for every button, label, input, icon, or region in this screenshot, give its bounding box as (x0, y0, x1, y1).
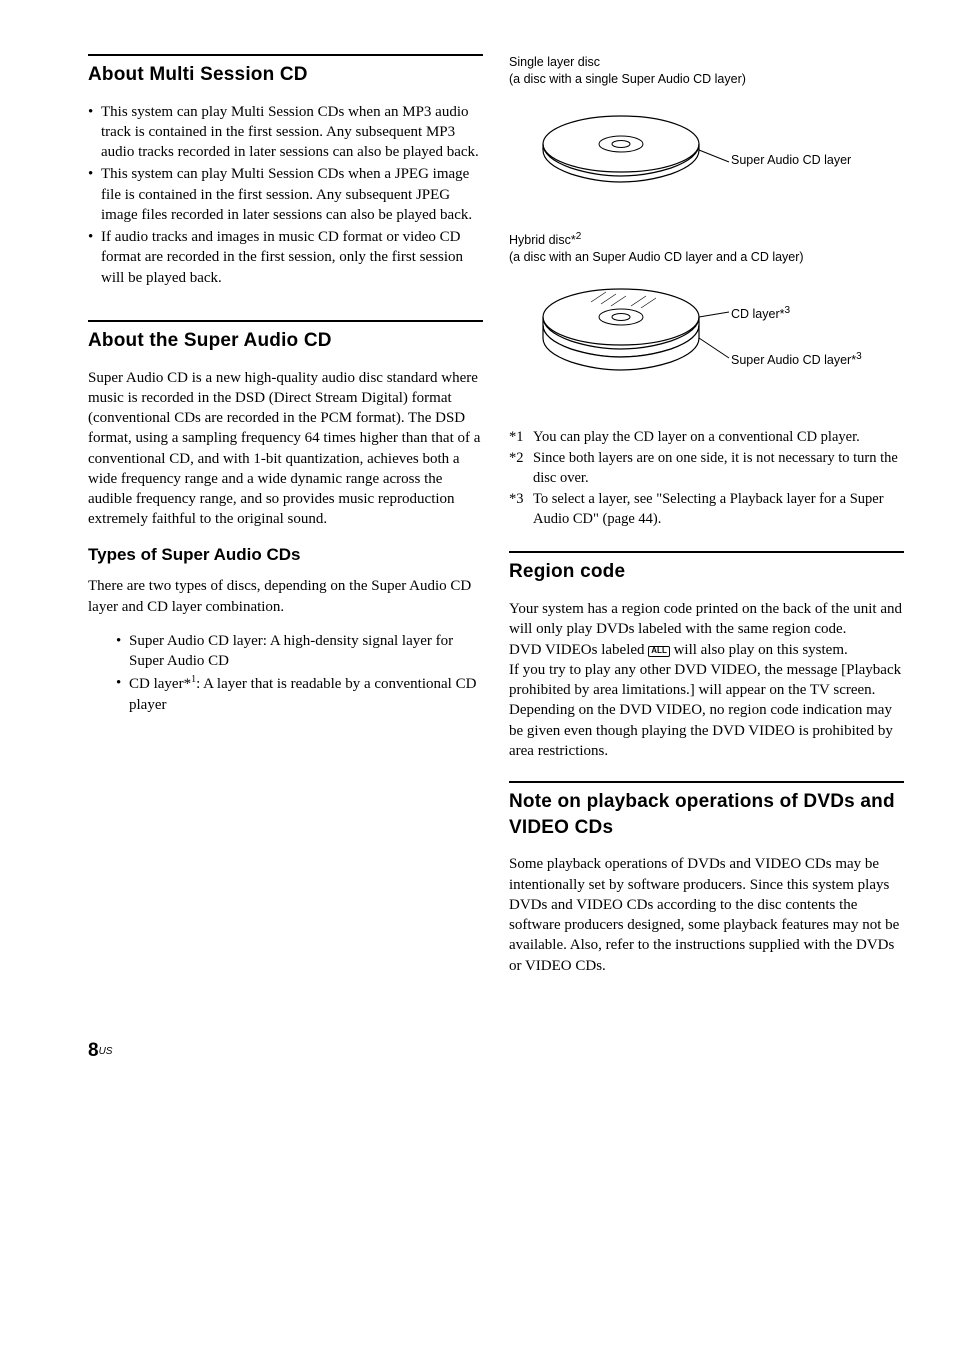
region-code-body: Your system has a region code printed on… (509, 599, 904, 761)
superscript: 3 (856, 351, 862, 362)
page-number-value: 8 (88, 1040, 99, 1061)
page-number: 8US (88, 1038, 904, 1064)
super-audio-body: Super Audio CD is a new high-quality aud… (88, 368, 483, 530)
types-body: There are two types of discs, depending … (88, 576, 483, 617)
text-fragment: CD layer* (731, 307, 785, 321)
heading-super-audio: About the Super Audio CD (88, 328, 483, 354)
hybrid-disc-figure: CD layer*3 Super Audio CD layer*3 (531, 272, 904, 412)
list-text: If audio tracks and images in music CD f… (101, 227, 483, 288)
list-text: This system can play Multi Session CDs w… (101, 102, 483, 163)
footnote: *2Since both layers are on one side, it … (509, 449, 904, 488)
section-rule (88, 320, 483, 322)
caption-line: (a disc with an Super Audio CD layer and… (509, 250, 804, 264)
section-rule (509, 551, 904, 553)
all-region-icon: ALL (648, 646, 670, 657)
superscript: 3 (785, 305, 791, 316)
list-text: Super Audio CD layer: A high-density sig… (129, 631, 483, 672)
section-rule (88, 54, 483, 56)
list-item: Super Audio CD layer: A high-density sig… (116, 631, 483, 672)
text-fragment: CD layer* (129, 676, 191, 692)
footnote-mark: *1 (509, 428, 533, 448)
fig2-caption: Hybrid disc*2 (a disc with an Super Audi… (509, 230, 904, 266)
heading-multi-session: About Multi Session CD (88, 62, 483, 88)
footnote-mark: *3 (509, 490, 533, 529)
list-text: This system can play Multi Session CDs w… (101, 164, 483, 225)
text-fragment: Hybrid disc* (509, 233, 576, 247)
disc-icon (531, 272, 891, 412)
page-number-suffix: US (99, 1046, 113, 1057)
text-fragment: If you try to play any other DVD VIDEO, … (509, 662, 901, 759)
types-list: Super Audio CD layer: A high-density sig… (88, 631, 483, 715)
list-item: CD layer*1: A layer that is readable by … (116, 673, 483, 715)
text-fragment: DVD VIDEOs labeled (509, 642, 648, 658)
heading-playback-note: Note on playback operations of DVDs and … (509, 789, 904, 840)
list-text: CD layer*1: A layer that is readable by … (129, 673, 483, 715)
caption-line: Single layer disc (509, 55, 600, 69)
footnote-text: You can play the CD layer on a conventio… (533, 428, 860, 448)
fig1-caption: Single layer disc (a disc with a single … (509, 54, 904, 88)
footnotes: *1You can play the CD layer on a convent… (509, 428, 904, 530)
text-fragment: Your system has a region code printed on… (509, 601, 902, 637)
fig2-label-cd: CD layer*3 (731, 304, 861, 322)
footnote: *1You can play the CD layer on a convent… (509, 428, 904, 448)
text-fragment: will also play on this system. (670, 642, 848, 658)
text-fragment: Super Audio CD layer* (731, 353, 856, 367)
list-item: If audio tracks and images in music CD f… (88, 227, 483, 288)
footnote: *3To select a layer, see "Selecting a Pl… (509, 490, 904, 529)
fig2-label-sacd: Super Audio CD layer*3 (731, 350, 871, 368)
caption-line: (a disc with a single Super Audio CD lay… (509, 72, 746, 86)
section-rule (509, 781, 904, 783)
multi-session-list: This system can play Multi Session CDs w… (88, 102, 483, 288)
playback-note-body: Some playback operations of DVDs and VID… (509, 854, 904, 976)
right-column: Single layer disc (a disc with a single … (509, 54, 904, 990)
fig1-label: Super Audio CD layer (731, 152, 861, 168)
footnote-text: To select a layer, see "Selecting a Play… (533, 490, 904, 529)
list-item: This system can play Multi Session CDs w… (88, 102, 483, 163)
footnote-text: Since both layers are on one side, it is… (533, 449, 904, 488)
list-item: This system can play Multi Session CDs w… (88, 164, 483, 225)
heading-region-code: Region code (509, 559, 904, 585)
page-content: About Multi Session CD This system can p… (88, 54, 904, 990)
heading-types: Types of Super Audio CDs (88, 544, 483, 567)
superscript: 2 (576, 231, 582, 242)
footnote-mark: *2 (509, 449, 533, 488)
caption-line: Hybrid disc*2 (509, 233, 581, 247)
left-column: About Multi Session CD This system can p… (88, 54, 483, 990)
single-layer-disc-figure: Super Audio CD layer (531, 94, 904, 214)
